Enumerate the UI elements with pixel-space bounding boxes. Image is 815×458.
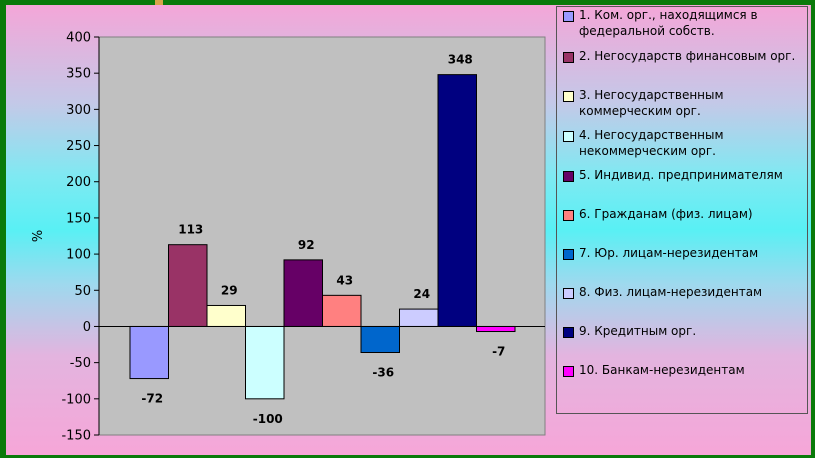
top-border-notch — [155, 0, 163, 5]
y-tick-label: 400 — [66, 31, 91, 46]
legend-label: 3. Негосударственным коммерческим орг. — [579, 88, 724, 118]
bar-1 — [129, 325, 169, 380]
bar-6 — [322, 294, 362, 327]
data-label-4: -100 — [253, 412, 283, 426]
legend-item-2: 2. Негосударств финансовым орг. — [563, 48, 795, 64]
y-tick-label: -150 — [61, 429, 91, 444]
legend-label: 2. Негосударств финансовым орг. — [579, 49, 796, 63]
data-label-9: 348 — [448, 53, 473, 67]
legend-swatch — [563, 210, 574, 221]
legend-swatch — [563, 288, 574, 299]
legend-swatch — [563, 52, 574, 63]
data-label-5: 92 — [298, 238, 315, 252]
legend-item-7: 7. Юр. лицам-нерезидентам — [563, 245, 758, 261]
legend-swatch — [563, 11, 574, 22]
y-tick-label: 250 — [66, 139, 91, 154]
y-tick-label: 300 — [66, 103, 91, 118]
legend-swatch — [563, 249, 574, 260]
legend-label: 1. Ком. орг., находящимся в федеральной … — [579, 8, 758, 38]
y-tick-label: 350 — [66, 67, 91, 82]
legend-item-5: 5. Индивид. предпринимателям — [563, 167, 783, 183]
legend-label: 7. Юр. лицам-нерезидентам — [579, 246, 759, 260]
legend-swatch — [563, 327, 574, 338]
y-tick-label: 150 — [66, 211, 91, 226]
data-label-3: 29 — [221, 283, 238, 297]
legend-item-1: 1. Ком. орг., находящимся в федеральной … — [563, 7, 758, 39]
legend-label: 5. Индивид. предпринимателям — [579, 168, 783, 182]
y-tick-label: 0 — [83, 320, 91, 335]
legend-swatch — [563, 171, 574, 182]
chart-legend: 1. Ком. орг., находящимся в федеральной … — [556, 6, 808, 414]
y-axis-label: % — [31, 230, 46, 242]
legend-label: 6. Гражданам (физ. лицам) — [579, 207, 753, 221]
bar-2 — [168, 244, 208, 327]
data-label-7: -36 — [372, 366, 394, 380]
bar-8 — [399, 308, 439, 327]
slide-top-border — [0, 0, 815, 5]
legend-swatch — [563, 131, 574, 142]
y-tick-label: 50 — [74, 284, 91, 299]
legend-item-4: 4. Негосударственным некоммерческим орг. — [563, 127, 724, 159]
legend-swatch — [563, 366, 574, 377]
bar-3 — [206, 304, 246, 327]
bar-7 — [360, 325, 400, 354]
legend-item-6: 6. Гражданам (физ. лицам) — [563, 206, 753, 222]
data-label-8: 24 — [413, 287, 430, 301]
y-tick-label: -50 — [70, 356, 91, 371]
legend-label: 4. Негосударственным некоммерческим орг. — [579, 128, 724, 158]
bar-5 — [283, 259, 323, 327]
legend-label: 9. Кредитным орг. — [579, 324, 697, 338]
y-tick-label: 200 — [66, 175, 91, 190]
y-tick-label: 100 — [66, 248, 91, 263]
y-tick-label: -100 — [61, 392, 91, 407]
data-label-1: -72 — [141, 392, 163, 406]
bar-10 — [476, 325, 516, 333]
legend-item-10: 10. Банкам-нерезидентам — [563, 362, 745, 378]
legend-item-8: 8. Физ. лицам-нерезидентам — [563, 284, 762, 300]
legend-label: 10. Банкам-нерезидентам — [579, 363, 745, 377]
legend-swatch — [563, 91, 574, 102]
legend-item-9: 9. Кредитным орг. — [563, 323, 696, 339]
data-label-2: 113 — [178, 223, 203, 237]
data-label-10: -7 — [492, 345, 505, 359]
legend-label: 8. Физ. лицам-нерезидентам — [579, 285, 763, 299]
legend-item-3: 3. Негосударственным коммерческим орг. — [563, 87, 724, 119]
bar-9 — [437, 74, 477, 327]
bar-4 — [245, 325, 285, 400]
data-label-6: 43 — [336, 273, 353, 287]
